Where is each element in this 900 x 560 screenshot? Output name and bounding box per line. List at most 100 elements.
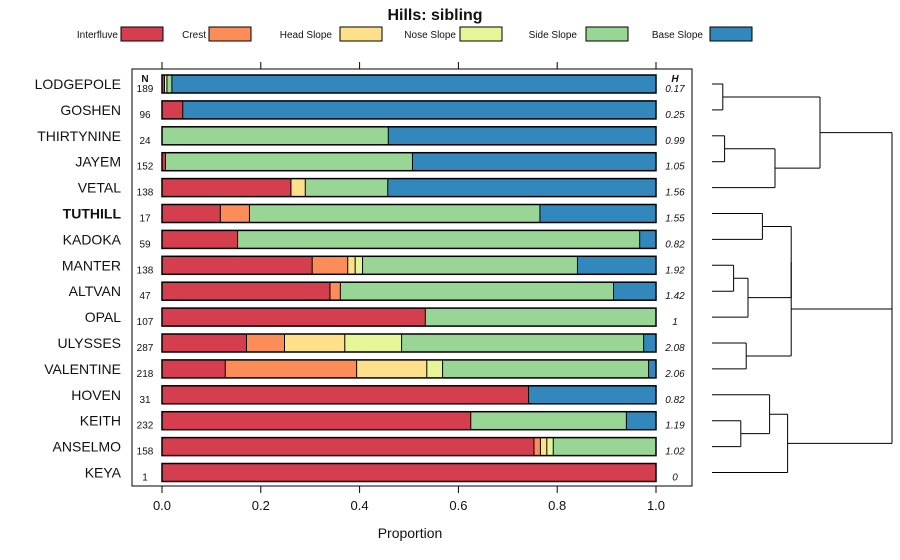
row-n-value: 107 (137, 317, 154, 328)
bar-segment (162, 75, 165, 93)
bar-outline (161, 74, 657, 94)
row-h-value: 1.55 (665, 214, 685, 225)
bar-segment (246, 334, 285, 352)
bar-segment (237, 230, 640, 249)
bar-segment (164, 75, 167, 93)
bar-segment (162, 256, 313, 275)
legend-label: Interfluve (77, 30, 119, 41)
bar-segment (162, 334, 247, 352)
bar-segment (225, 359, 357, 378)
row-label: KEITH (80, 413, 121, 429)
bar-outline (161, 281, 657, 301)
bar-segment (162, 100, 183, 119)
legend-swatch (709, 26, 753, 42)
bar-outline (161, 151, 657, 172)
row-n-value: 138 (137, 188, 154, 199)
row-h-value: 1.42 (665, 291, 685, 302)
n-column-header: N (141, 74, 148, 85)
row-n-value: 232 (137, 421, 154, 432)
bar-outline (161, 333, 657, 353)
bar-outline (161, 359, 657, 379)
row-n-value: 59 (139, 239, 151, 250)
row-h-value: 0.82 (665, 239, 685, 250)
row-h-value: 2.08 (664, 343, 685, 354)
bar-outline (161, 100, 657, 120)
row-label: KADOKA (63, 231, 122, 247)
bar-segment (356, 359, 427, 378)
bar-segment (528, 385, 656, 404)
bar-outline (161, 255, 657, 276)
x-tick-label: 1.0 (647, 498, 665, 513)
bar-segment (355, 256, 363, 275)
legend-label: Crest (182, 30, 206, 41)
row-h-value: 0.17 (665, 84, 685, 95)
bar-segment (577, 256, 656, 275)
bar-segment (162, 463, 656, 482)
bar-segment (162, 126, 389, 145)
x-tick-label: 0.0 (153, 498, 171, 513)
legend-label: Side Slope (529, 30, 578, 41)
legend-label: Nose Slope (404, 30, 456, 41)
row-h-value: 1.02 (665, 447, 685, 458)
bar-segment (162, 437, 534, 456)
row-n-value: 218 (137, 369, 154, 380)
bar-outline (161, 177, 657, 198)
bar-segment (329, 282, 341, 301)
bar-segment (162, 411, 471, 430)
row-h-value: 0.25 (665, 110, 685, 121)
bar-segment (162, 178, 291, 197)
bar-segment (162, 359, 226, 378)
row-label: VETAL (78, 180, 122, 196)
bar-segment (470, 411, 627, 430)
row-n-value: 138 (137, 265, 154, 276)
bar-segment (340, 282, 614, 301)
row-label: JAYEM (75, 154, 121, 170)
legend-swatch (459, 26, 503, 42)
bar-segment (626, 411, 656, 430)
bar-segment (182, 100, 657, 119)
bar-segment (162, 204, 221, 223)
bar-segment (171, 75, 656, 93)
bar-rows: LODGEPOLE 189 0.17 GOSHEN 96 0.25 THIRTYNINE 24… (35, 74, 685, 484)
bar-outline (161, 436, 657, 457)
bar-segment (162, 282, 330, 301)
legend-swatch (585, 26, 629, 42)
row-n-value: 152 (137, 162, 154, 173)
legend-swatch (120, 26, 164, 42)
row-label: OPAL (85, 309, 122, 325)
bar-outline (161, 462, 657, 483)
bar-segment (401, 334, 644, 352)
row-n-value: 287 (137, 343, 154, 354)
row-n-value: 189 (137, 84, 154, 95)
row-label: VALENTINE (44, 361, 121, 377)
row-h-value: 0.99 (665, 136, 685, 147)
legend-label: Head Slope (280, 30, 333, 41)
bar-segment (388, 126, 656, 145)
row-h-value: 2.06 (664, 369, 685, 380)
bar-segment (387, 178, 656, 197)
row-n-value: 158 (137, 447, 154, 458)
x-tick-label: 0.2 (252, 498, 270, 513)
bar-segment (162, 308, 426, 327)
bar-outline (161, 126, 657, 146)
bar-segment (162, 230, 238, 249)
bar-segment (162, 152, 166, 171)
bar-segment (166, 75, 172, 93)
bar-outline (161, 385, 657, 405)
bar-segment (533, 437, 541, 456)
legend-swatch (208, 26, 252, 42)
row-h-value: 1.19 (665, 421, 685, 432)
bar-segment (290, 178, 306, 197)
x-axis: 0.0 0.2 0.4 0.6 0.8 1.0 (153, 62, 665, 513)
bar-segment (639, 230, 656, 249)
row-n-value: 24 (139, 136, 151, 147)
dendrogram (712, 83, 893, 473)
row-h-value: 1.92 (665, 265, 685, 276)
x-axis-label: Proportion (378, 525, 443, 541)
row-label: ANSELMO (53, 439, 122, 455)
bar-segment (312, 256, 348, 275)
bar-segment (249, 204, 540, 223)
row-label: ULYSSES (57, 335, 121, 351)
h-column-header: H (671, 74, 679, 85)
